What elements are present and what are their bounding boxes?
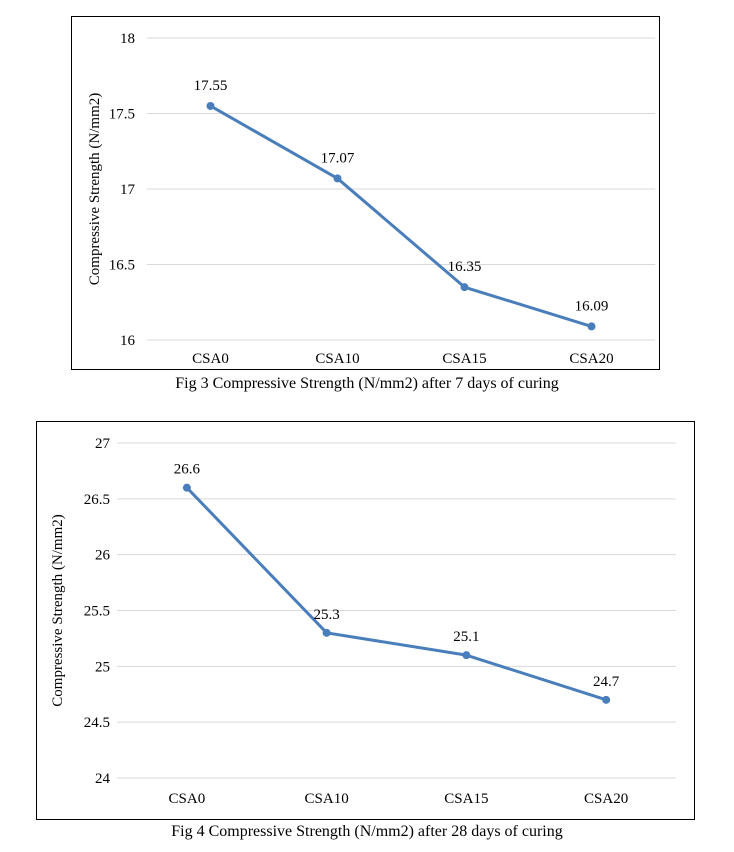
y-tick-label: 26 (95, 548, 111, 564)
x-tick-label: CSA10 (315, 351, 359, 367)
chart-fig3-plot: 16 16.5 17 17.5 18 CSA0 CSA10 CSA15 CSA20 Compres… (87, 31, 655, 367)
data-point (462, 651, 471, 660)
series-line (209, 104, 593, 328)
data-label: 25.1 (453, 629, 479, 645)
y-tick-label: 25 (95, 659, 110, 675)
chart-fig4-plot: 24 24.5 25 25.5 26 26.5 27 CSA0 CSA10 CSA15 CSA20 C… (50, 436, 676, 807)
y-tick-label: 25.5 (84, 604, 110, 620)
caption-fig3: Fig 3 Compressive Strength (N/mm2) after… (175, 375, 559, 392)
data-label: 16.09 (575, 298, 609, 314)
series-line (185, 486, 608, 702)
y-tick-label: 16.5 (109, 258, 135, 274)
data-point (322, 628, 331, 637)
y-tick-label: 24.5 (84, 715, 110, 731)
x-tick-label: CSA0 (192, 351, 229, 367)
data-point (460, 283, 469, 292)
data-label: 25.3 (314, 607, 340, 623)
y-tick-label: 26.5 (84, 492, 110, 508)
y-tick-label: 16 (120, 333, 136, 349)
data-label: 17.55 (194, 78, 228, 94)
data-label: 17.07 (321, 150, 355, 166)
data-label: 24.7 (593, 674, 620, 690)
x-tick-label: CSA15 (442, 351, 486, 367)
data-point (602, 695, 611, 704)
chart-fig4: 24 24.5 25 25.5 26 26.5 27 CSA0 CSA10 CSA15 CSA20 C… (36, 421, 695, 820)
y-tick-label: 27 (95, 436, 111, 452)
x-tick-label: CSA20 (584, 791, 628, 807)
caption-fig4: Fig 4 Compressive Strength (N/mm2) after… (171, 823, 563, 840)
x-tick-label: CSA15 (444, 791, 488, 807)
chart-fig3: 16 16.5 17 17.5 18 CSA0 CSA10 CSA15 CSA20 Compres… (71, 16, 660, 370)
y-axis-label: Compressive Strength (N/mm2) (50, 514, 66, 706)
data-point (206, 101, 215, 110)
y-tick-label: 17.5 (109, 107, 135, 123)
data-label: 26.6 (174, 462, 201, 478)
y-axis-label: Compressive Strength (N/mm2) (87, 93, 103, 285)
x-tick-label: CSA10 (305, 791, 349, 807)
data-point (333, 174, 342, 183)
x-tick-label: CSA20 (569, 351, 613, 367)
data-point (182, 483, 191, 492)
y-tick-label: 17 (120, 182, 136, 198)
x-tick-label: CSA0 (169, 791, 206, 807)
data-point (587, 322, 596, 331)
y-tick-label: 24 (95, 771, 111, 787)
data-label: 16.35 (448, 259, 482, 275)
y-tick-label: 18 (120, 31, 135, 47)
